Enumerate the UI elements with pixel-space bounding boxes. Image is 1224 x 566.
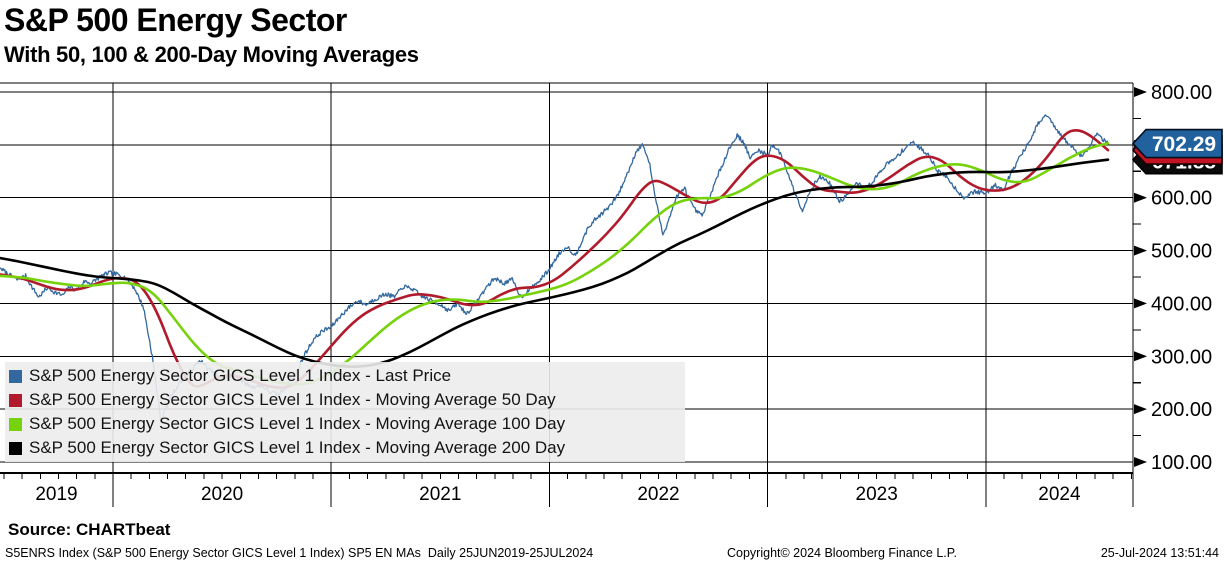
legend-label: S&P 500 Energy Sector GICS Level 1 Index… [29, 414, 566, 433]
x-tick-label: 2020 [201, 484, 243, 505]
legend-item-ma50: S&P 500 Energy Sector GICS Level 1 Index… [5, 388, 685, 412]
legend-swatch-ma50 [9, 393, 22, 407]
series-line-ma200 [0, 158, 1110, 368]
y-tick-label: 400.00 [1151, 293, 1212, 315]
legend-label: S&P 500 Energy Sector GICS Level 1 Index… [29, 438, 566, 457]
y-tick-label: 200.00 [1151, 399, 1212, 421]
legend-item-ma100: S&P 500 Energy Sector GICS Level 1 Index… [5, 412, 685, 436]
legend-swatch-ma100 [9, 417, 22, 431]
timestamp-label: 25-Jul-2024 13:51:44 [1100, 546, 1219, 560]
x-tick-label: 2024 [1038, 484, 1081, 505]
tag-shape [1131, 128, 1223, 159]
y-tick-arrow [1134, 192, 1147, 203]
security-description: S5ENRS Index (S&P 500 Energy Sector GICS… [5, 546, 594, 560]
y-tick-label: 500.00 [1151, 241, 1212, 263]
source-label: Source: CHARTbeat [8, 520, 171, 539]
y-tick-label: 800.00 [1151, 82, 1212, 104]
y-tick-arrow [1134, 87, 1147, 97]
y-tick-label: 600.00 [1151, 188, 1212, 210]
series-line-ma100 [0, 142, 1110, 386]
y-tick-label: 100.00 [1151, 452, 1212, 474]
x-tick-label: 2021 [419, 484, 461, 505]
legend-label: S&P 500 Energy Sector GICS Level 1 Index… [29, 366, 452, 385]
legend-swatch-last [9, 369, 22, 383]
y-tick-arrow [1134, 351, 1147, 362]
legend-label: S&P 500 Energy Sector GICS Level 1 Index… [29, 390, 556, 409]
page-title: S&P 500 Energy Sector [4, 2, 347, 38]
page-subtitle: With 50, 100 & 200-Day Moving Averages [4, 42, 419, 67]
tag-value: 702.29 [1152, 133, 1216, 156]
x-tick-label: 2022 [637, 484, 679, 505]
legend-item-ma200: S&P 500 Energy Sector GICS Level 1 Index… [5, 436, 685, 460]
chart-legend: S&P 500 Energy Sector GICS Level 1 Index… [5, 362, 685, 462]
legend-item-last: S&P 500 Energy Sector GICS Level 1 Index… [5, 364, 685, 388]
y-tick-arrow [1134, 298, 1147, 309]
x-tick-label: 2019 [35, 484, 77, 505]
legend-swatch-ma200 [9, 441, 22, 455]
y-tick-arrow [1134, 404, 1147, 415]
y-tick-arrow [1134, 457, 1147, 467]
copyright-label: Copyright© 2024 Bloomberg Finance L.P. [727, 546, 957, 560]
y-tick-arrow [1134, 245, 1147, 256]
x-tick-label: 2023 [856, 484, 898, 505]
y-tick-label: 300.00 [1151, 346, 1212, 368]
axis-tag-last-tag: 702.29 [1131, 128, 1223, 159]
